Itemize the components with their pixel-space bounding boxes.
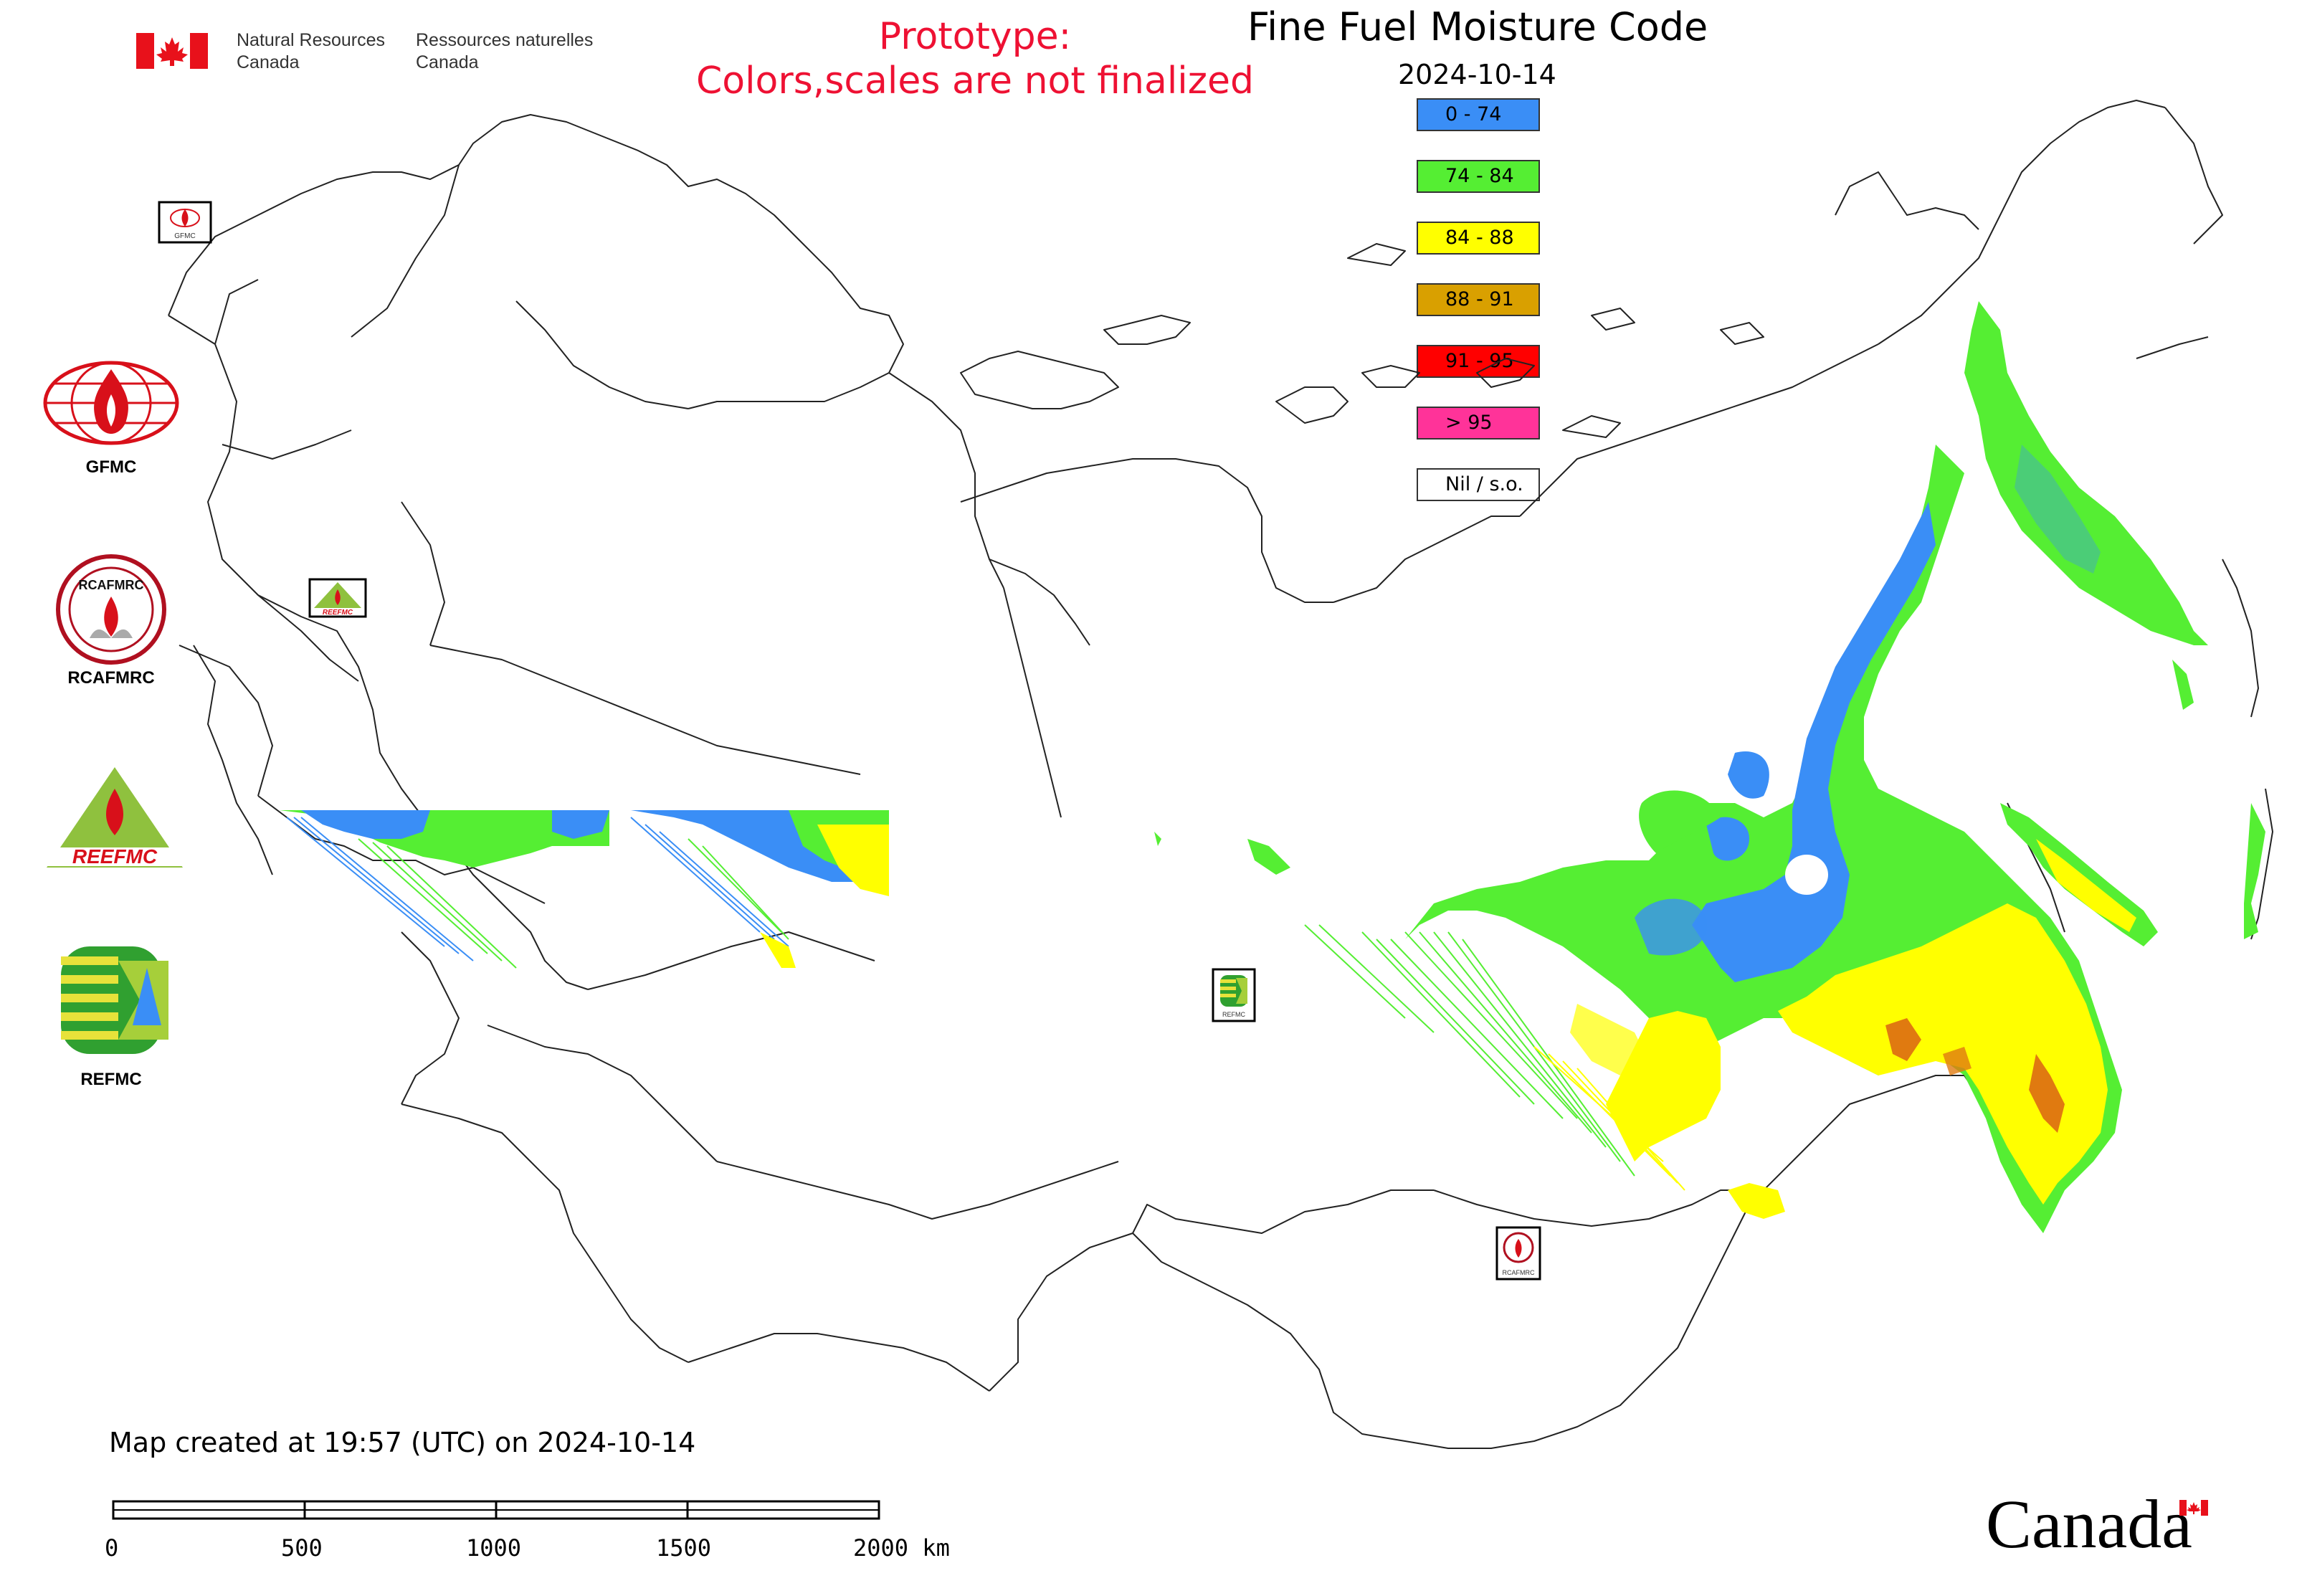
org-label-refmc: REFMC	[80, 1070, 142, 1089]
canada-flag-icon	[2179, 1500, 2208, 1516]
org-reefmc: REEFMC	[39, 767, 190, 875]
rcafmrc-logo-icon: RCAFMRC	[56, 554, 166, 665]
marker-rcafmrc[interactable]: RCAFMRC	[1495, 1226, 1541, 1281]
legend-label: > 95	[1445, 412, 1493, 434]
marker-gfmc[interactable]: GFMC	[158, 201, 212, 244]
scale-label-2000: 2000 km	[853, 1534, 950, 1562]
marker-reefmc[interactable]: REEFMC	[308, 578, 367, 618]
prototype-line2: Colors,scales are not finalized	[695, 60, 1255, 103]
map-title: Fine Fuel Moisture Code	[1247, 4, 1708, 49]
department-name-en: Natural Resources Canada	[237, 29, 385, 74]
government-signature: Natural Resources Canada Ressources natu…	[136, 29, 609, 77]
map-created-text: Map created at 19:57 (UTC) on 2024-10-14	[109, 1427, 696, 1458]
scale-label-1500: 1500	[656, 1534, 712, 1562]
reefmc-logo-text: REEFMC	[72, 845, 158, 868]
ffmc-raster-west	[280, 810, 889, 969]
rcafmrc-logo-text: RCAFMRC	[79, 578, 144, 592]
marker-reefmc-label: REEFMC	[323, 609, 353, 617]
legend-item-91-95: 91 - 95	[1417, 345, 1540, 378]
legend-item-88-91: 88 - 91	[1417, 283, 1540, 316]
org-refmc: REFMC	[39, 946, 183, 1097]
legend-label: 74 - 84	[1445, 165, 1514, 187]
legend-label: Nil / s.o.	[1445, 473, 1523, 495]
org-label-gfmc: GFMC	[85, 457, 137, 477]
gfmc-logo-icon	[43, 361, 179, 445]
legend: 0 - 74 74 - 84 84 - 88 88 - 91 91 - 95 >…	[1417, 98, 1546, 514]
prototype-line1: Prototype:	[878, 15, 1072, 58]
canada-wordmark-text: Canada	[1986, 1486, 2192, 1562]
scale-label-1000: 1000	[466, 1534, 522, 1562]
refmc-logo-icon	[61, 946, 168, 1054]
legend-label: 88 - 91	[1445, 288, 1514, 310]
legend-item-84-88: 84 - 88	[1417, 222, 1540, 255]
legend-item-0-74: 0 - 74	[1417, 98, 1540, 131]
org-rcafmrc: RCAFMRC RCAFMRC	[39, 552, 183, 695]
marker-refmc-label: REFMC	[1222, 1011, 1245, 1018]
canada-flag-icon	[136, 33, 208, 69]
scale-label-0: 0	[105, 1534, 119, 1562]
ffmc-raster-east	[1154, 301, 2265, 1233]
marker-gfmc-label: GFMC	[174, 232, 195, 240]
legend-item-nil: Nil / s.o.	[1417, 468, 1540, 501]
legend-label: 0 - 74	[1445, 103, 1502, 125]
org-gfmc: GFMC	[39, 358, 183, 480]
country-borders	[168, 100, 2273, 1449]
department-fr-line2: Canada	[416, 52, 479, 72]
department-en-line2: Canada	[237, 52, 300, 72]
department-en-line1: Natural Resources	[237, 30, 386, 50]
reefmc-logo-icon: REEFMC	[39, 767, 190, 868]
legend-item-74-84: 74 - 84	[1417, 160, 1540, 193]
map-date: 2024-10-14	[1398, 59, 1556, 90]
scale-label-500: 500	[281, 1534, 323, 1562]
prototype-notice: Prototype: Colors,scales are not finaliz…	[645, 14, 1305, 103]
marker-refmc[interactable]: REFMC	[1212, 968, 1256, 1022]
legend-item-gt-95: > 95	[1417, 407, 1540, 440]
scale-bar	[112, 1500, 880, 1520]
department-name-fr: Ressources naturelles Canada	[416, 29, 593, 74]
department-fr-line1: Ressources naturelles	[416, 30, 594, 50]
canada-wordmark: Canada	[1986, 1484, 2230, 1570]
marker-rcafmrc-label: RCAFMRC	[1503, 1269, 1535, 1276]
legend-label: 84 - 88	[1445, 227, 1514, 249]
legend-label: 91 - 95	[1445, 350, 1514, 372]
org-label-rcafmrc: RCAFMRC	[67, 668, 155, 688]
